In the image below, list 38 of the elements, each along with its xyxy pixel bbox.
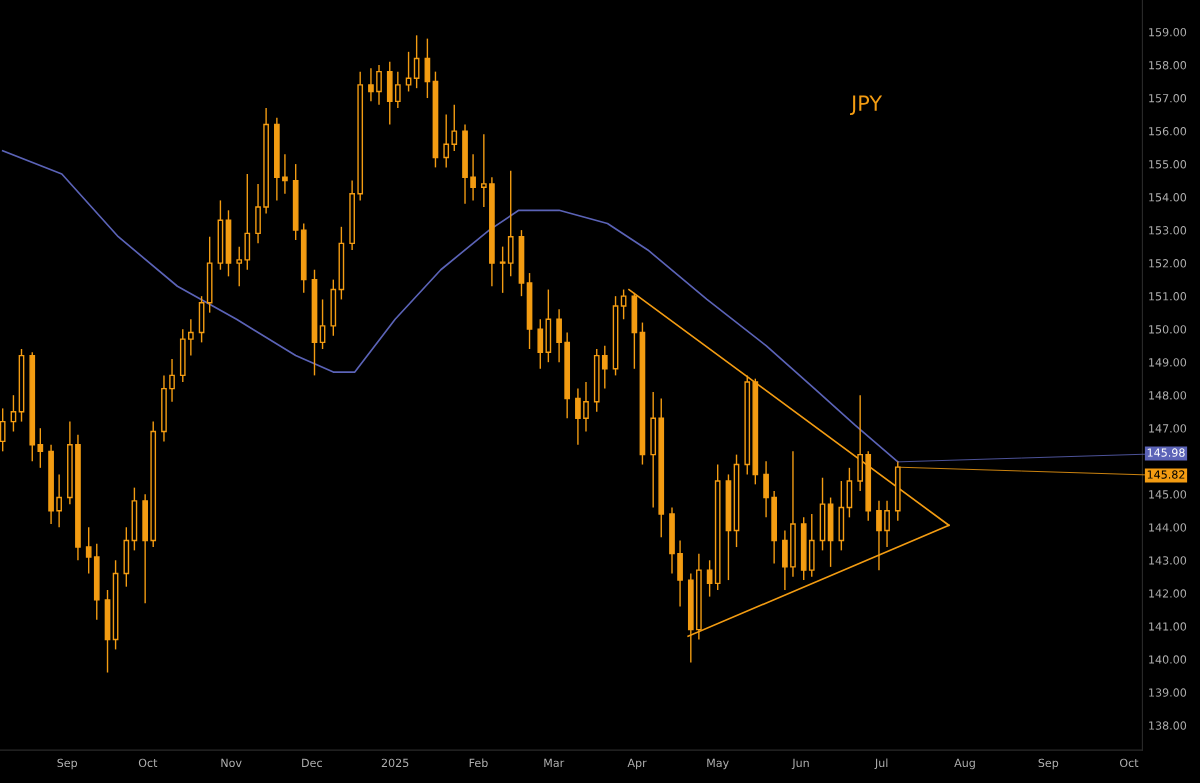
x-tick-label: 2025 xyxy=(381,758,409,768)
x-tick-label: Feb xyxy=(469,758,488,768)
y-tick-label: 147.00 xyxy=(1149,424,1187,433)
x-tick-label: Dec xyxy=(302,758,322,768)
x-tick-label: May xyxy=(707,758,729,770)
y-tick-label: 153.00 xyxy=(1149,226,1187,235)
x-tick-label: Sep xyxy=(1038,758,1059,770)
y-tick-label: 141.00 xyxy=(1149,622,1187,631)
x-tick-label: Sep xyxy=(57,758,78,770)
y-tick-label: 152.00 xyxy=(1149,259,1187,268)
x-tick-label: Oct xyxy=(138,758,158,768)
y-tick-label: 158.00 xyxy=(1149,61,1187,70)
y-tick-label: 143.00 xyxy=(1149,556,1187,565)
annotation: JPY xyxy=(850,95,883,115)
x-tick-label: Oct xyxy=(1119,758,1139,768)
annotation: 145.82 xyxy=(1147,470,1185,479)
y-tick-label: 138.00 xyxy=(1149,721,1187,730)
y-tick-label: 150.00 xyxy=(1149,325,1187,334)
annotation: 145.98 xyxy=(1147,448,1185,457)
y-tick-label: 149.00 xyxy=(1149,358,1187,367)
y-tick-label: 145.00 xyxy=(1149,490,1187,499)
y-tick-label: 142.00 xyxy=(1149,589,1187,598)
y-tick-label: 144.00 xyxy=(1149,523,1187,532)
x-tick-label: Jun xyxy=(791,758,809,770)
x-tick-label: Nov xyxy=(221,758,242,768)
y-tick-label: 148.00 xyxy=(1149,391,1187,400)
y-tick-label: 156.00 xyxy=(1149,127,1187,136)
x-tick-label: Apr xyxy=(627,758,647,770)
x-tick-label: Aug xyxy=(954,758,975,770)
y-tick-label: 154.00 xyxy=(1149,193,1187,202)
y-tick-label: 155.00 xyxy=(1149,160,1187,169)
x-tick-label: Mar xyxy=(544,758,565,768)
y-tick-label: 157.00 xyxy=(1149,94,1187,103)
y-tick-label: 139.00 xyxy=(1149,688,1187,697)
y-tick-label: 151.00 xyxy=(1149,292,1187,301)
y-tick-label: 159.00 xyxy=(1149,28,1187,37)
y-tick-label: 140.00 xyxy=(1149,655,1187,664)
x-tick-label: Jul xyxy=(874,758,888,770)
